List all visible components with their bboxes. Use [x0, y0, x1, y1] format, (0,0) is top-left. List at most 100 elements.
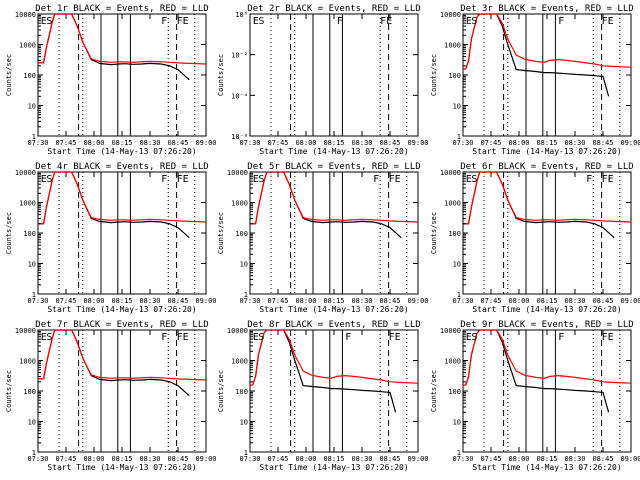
- y-axis-label: Counts/sec: [430, 54, 438, 96]
- y-tick-label: 100: [235, 388, 248, 396]
- x-tick-label: 07:30: [27, 297, 48, 305]
- plot-frame: [37, 171, 207, 295]
- panel-title: Det 4r BLACK = Events, RED = LLD: [35, 162, 208, 172]
- x-axis-label: Start Time (14-May-13 07:26:20): [259, 147, 408, 156]
- plot-area: E S F FE: [38, 14, 206, 136]
- series-black-line: [250, 330, 397, 413]
- event-marker-f: F: [345, 332, 351, 343]
- panel-title: Det 3r BLACK = Events, RED = LLD: [460, 4, 633, 14]
- x-axis-label: Start Time (14-May-13 07:26:20): [47, 147, 196, 156]
- x-tick-label: 08:00: [295, 139, 316, 147]
- event-marker-s: S: [46, 174, 52, 185]
- y-tick-label: 100: [448, 388, 461, 396]
- y-tick-label: 10: [453, 261, 461, 269]
- x-tick-label: 08:00: [83, 455, 104, 463]
- x-tick-label: 08:45: [592, 297, 613, 305]
- y-axis-label: Counts/sec: [5, 370, 13, 412]
- y-tick-label: 10000: [15, 327, 36, 335]
- x-tick-label: 08:30: [139, 139, 160, 147]
- y-tick-label: 10: [240, 419, 248, 427]
- y-tick-label: 1000: [19, 200, 36, 208]
- y-tick-label: 100: [448, 72, 461, 80]
- x-axis-label: Start Time (14-May-13 07:26:20): [259, 463, 408, 472]
- y-tick-label: 10000: [15, 169, 36, 177]
- y-tick-label: 10: [28, 419, 36, 427]
- panel-title: Det 6r BLACK = Events, RED = LLD: [460, 162, 633, 172]
- x-tick-label: 09:00: [195, 455, 216, 463]
- series-red-line: [38, 330, 206, 381]
- x-tick-label: 09:00: [407, 139, 428, 147]
- event-marker-e: E: [253, 332, 259, 343]
- y-tick-label: 1: [457, 449, 461, 457]
- y-tick-label: 1000: [19, 42, 36, 50]
- y-tick-label: 100: [23, 230, 36, 238]
- y-tick-label: 1000: [19, 358, 36, 366]
- event-marker-f: F: [586, 174, 592, 185]
- event-marker-e: E: [41, 16, 47, 27]
- panel-title: Det 8r BLACK = Events, RED = LLD: [247, 320, 420, 330]
- panel-2: Det 2r BLACK = Events, RED = LLD E S F FE 10⁰…: [217, 4, 429, 156]
- series-black-line: [463, 330, 610, 413]
- event-marker-fe: FE: [380, 16, 392, 27]
- x-tick-label: 09:00: [620, 455, 640, 463]
- x-tick-label: 08:45: [167, 297, 188, 305]
- x-tick-label: 09:00: [620, 297, 640, 305]
- x-tick-label: 09:00: [407, 297, 428, 305]
- x-tick-label: 07:30: [452, 455, 473, 463]
- event-marker-e: E: [466, 174, 472, 185]
- x-tick-label: 09:00: [195, 297, 216, 305]
- x-tick-label: 07:30: [239, 139, 260, 147]
- y-tick-label: 10000: [227, 169, 248, 177]
- event-marker-fe: FE: [602, 174, 614, 185]
- x-tick-label: 07:30: [452, 139, 473, 147]
- x-tick-label: 09:00: [407, 455, 428, 463]
- y-tick-label: 1: [244, 449, 248, 457]
- x-axis-label: Start Time (14-May-13 07:26:20): [47, 463, 196, 472]
- event-marker-f: F: [558, 16, 564, 27]
- event-marker-fe: FE: [177, 332, 189, 343]
- series-black-line: [463, 14, 610, 97]
- x-tick-label: 08:30: [564, 139, 585, 147]
- plot-frame: [249, 13, 419, 137]
- y-axis-label: Counts/sec: [5, 54, 13, 96]
- event-marker-e: E: [466, 332, 472, 343]
- x-tick-label: 08:00: [295, 297, 316, 305]
- x-tick-label: 07:45: [480, 139, 501, 147]
- x-tick-label: 08:00: [508, 139, 529, 147]
- panel-9: Det 9r BLACK = Events, RED = LLD E S F FE 1 10…: [430, 320, 640, 472]
- y-tick-label: 10: [453, 419, 461, 427]
- y-tick-label: 1: [457, 133, 461, 141]
- y-tick-label: 100: [23, 72, 36, 80]
- plot-area: E S F FE: [38, 330, 206, 452]
- y-tick-label: 100: [235, 230, 248, 238]
- panel-title: Det 7r BLACK = Events, RED = LLD: [35, 320, 208, 330]
- y-tick-label: 1000: [231, 200, 248, 208]
- plot-area: E S F FE: [463, 330, 631, 452]
- event-marker-e: E: [253, 16, 259, 27]
- plot-area: E S F FE: [38, 172, 206, 294]
- panel-3: Det 3r BLACK = Events, RED = LLD E S F FE 1 10…: [430, 4, 640, 156]
- y-tick-label: 1: [32, 133, 36, 141]
- event-marker-f: F: [161, 332, 167, 343]
- event-marker-s: S: [258, 174, 264, 185]
- event-marker-fe: FE: [602, 332, 614, 343]
- y-tick-label: 1000: [444, 42, 461, 50]
- x-tick-label: 09:00: [620, 139, 640, 147]
- x-tick-label: 08:15: [323, 297, 344, 305]
- x-tick-label: 07:45: [55, 455, 76, 463]
- x-tick-label: 08:00: [83, 139, 104, 147]
- event-marker-f: F: [337, 16, 343, 27]
- y-tick-label: 10000: [440, 11, 461, 19]
- y-tick-label: 10000: [15, 11, 36, 19]
- panel-title: Det 9r BLACK = Events, RED = LLD: [460, 320, 633, 330]
- y-tick-label: 1: [244, 291, 248, 299]
- x-tick-label: 08:30: [351, 455, 372, 463]
- plot-frame: [462, 13, 632, 137]
- y-tick-label: 10: [240, 261, 248, 269]
- y-tick-label: 10: [28, 103, 36, 111]
- y-tick-label: 10000: [440, 327, 461, 335]
- plot-frame: [37, 329, 207, 453]
- y-tick-label: 1: [32, 449, 36, 457]
